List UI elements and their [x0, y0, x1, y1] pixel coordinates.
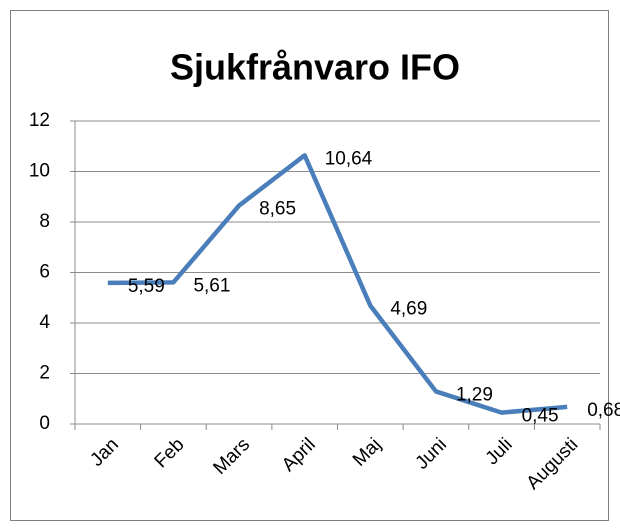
y-tick-label: 4 [39, 312, 50, 333]
chart-title: Sjukfrånvaro IFO [170, 47, 460, 88]
chart-frame [10, 10, 609, 521]
data-label: 5,59 [128, 276, 165, 297]
y-tick-label: 6 [39, 262, 50, 283]
data-label: 5,61 [193, 275, 230, 296]
data-label: 1,29 [456, 384, 493, 405]
y-tick-label: 10 [29, 161, 50, 182]
y-tick-label: 2 [39, 363, 50, 384]
y-tick-label: 0 [39, 413, 50, 434]
data-label: 8,65 [259, 199, 296, 220]
data-label: 0,45 [522, 406, 559, 427]
line [107, 153, 568, 415]
data-label: 10,64 [325, 148, 373, 169]
data-label: 0,68 [587, 400, 620, 421]
data-label: 4,69 [390, 299, 427, 320]
y-tick-label: 12 [29, 110, 50, 131]
y-tick-label: 8 [39, 211, 50, 232]
